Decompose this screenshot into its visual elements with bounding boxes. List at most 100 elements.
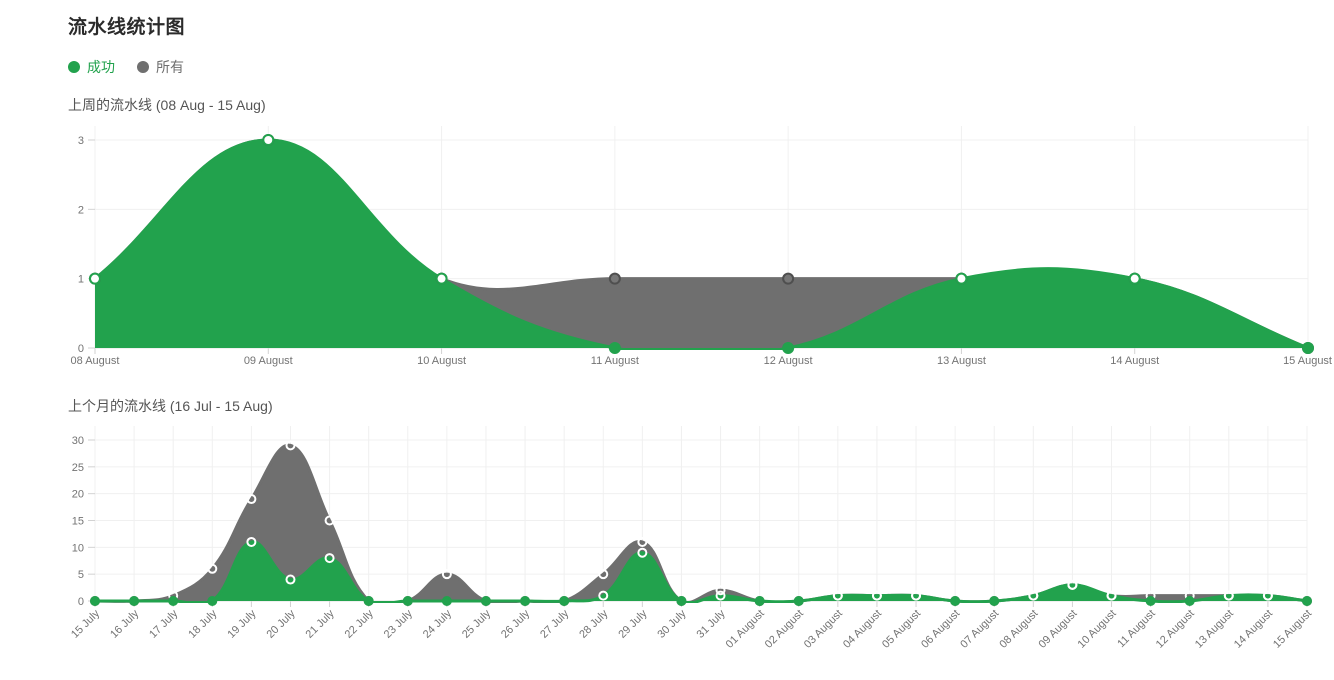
x-axis-tick-label: 29 July bbox=[616, 607, 649, 640]
x-axis-tick-label: 09 August bbox=[1036, 608, 1079, 651]
x-axis-tick-label: 07 August bbox=[958, 608, 1001, 651]
成功-data-point[interactable] bbox=[441, 596, 452, 606]
成功-data-point[interactable] bbox=[1184, 596, 1195, 606]
成功-data-point[interactable] bbox=[207, 596, 218, 606]
成功-data-point[interactable] bbox=[911, 590, 922, 601]
所有-area bbox=[95, 445, 1307, 603]
成功-data-point[interactable] bbox=[950, 596, 961, 606]
x-axis-tick-label: 05 August bbox=[880, 608, 923, 651]
成功-data-point[interactable] bbox=[1128, 272, 1141, 285]
x-axis-tick-label: 15 July bbox=[69, 607, 102, 640]
成功-data-point[interactable] bbox=[435, 272, 448, 285]
成功-data-point[interactable] bbox=[598, 590, 609, 601]
x-axis-tick-label: 12 August bbox=[764, 355, 813, 367]
所有-data-point[interactable] bbox=[207, 563, 218, 574]
所有-data-point[interactable] bbox=[285, 440, 296, 451]
x-axis-tick-label: 10 August bbox=[1076, 608, 1119, 651]
成功-line bbox=[94, 138, 1309, 350]
all-legend-dot-icon bbox=[137, 61, 149, 73]
x-axis-tick-label: 16 July bbox=[108, 607, 141, 640]
x-axis-tick-label: 27 July bbox=[538, 607, 571, 640]
y-axis-tick-label: 3 bbox=[78, 135, 84, 147]
成功-data-point[interactable] bbox=[782, 342, 795, 354]
成功-data-point[interactable] bbox=[832, 590, 843, 601]
y-axis-tick-label: 30 bbox=[72, 435, 84, 447]
x-axis-tick-label: 28 July bbox=[577, 607, 610, 640]
monthly-pipelines-chart[interactable]: 0 5 10 15 20 25 30 15 July 16 July 17 July 18 July… bbox=[0, 420, 1334, 680]
成功-data-point[interactable] bbox=[1223, 590, 1234, 601]
成功-data-point[interactable] bbox=[608, 342, 621, 354]
成功-data-point[interactable] bbox=[129, 596, 140, 606]
x-axis-tick-label: 21 July bbox=[304, 607, 337, 640]
x-axis-tick-label: 10 August bbox=[417, 355, 466, 367]
y-axis-tick-label: 20 bbox=[72, 489, 84, 501]
成功-data-point[interactable] bbox=[793, 596, 804, 606]
x-axis-tick-label: 20 July bbox=[264, 607, 297, 640]
x-axis-tick-label: 13 August bbox=[1193, 608, 1236, 651]
成功-data-point[interactable] bbox=[1145, 596, 1156, 606]
y-axis-tick-label: 15 bbox=[72, 516, 84, 528]
x-axis-tick-label: 13 August bbox=[937, 355, 986, 367]
x-axis-tick-label: 11 August bbox=[1115, 608, 1158, 651]
x-axis-tick-label: 23 July bbox=[382, 607, 415, 640]
x-axis-tick-label: 15 August bbox=[1271, 608, 1314, 651]
所有-data-point[interactable] bbox=[246, 494, 257, 505]
成功-data-point[interactable] bbox=[168, 596, 179, 606]
成功-data-point[interactable] bbox=[363, 596, 374, 606]
成功-data-point[interactable] bbox=[402, 596, 413, 606]
legend-item-success: 成功 bbox=[68, 57, 115, 77]
成功-data-point[interactable] bbox=[955, 272, 968, 285]
成功-data-point[interactable] bbox=[262, 134, 275, 146]
成功-data-point[interactable] bbox=[715, 590, 726, 601]
成功-data-point[interactable] bbox=[285, 574, 296, 585]
所有-data-point[interactable] bbox=[324, 515, 335, 526]
成功-data-point[interactable] bbox=[480, 596, 491, 606]
x-axis-tick-label: 03 August bbox=[802, 608, 845, 651]
weekly-pipelines-chart[interactable]: 0 1 2 3 08 August 09 August 10 August 11 August… bbox=[0, 120, 1334, 380]
成功-data-point[interactable] bbox=[520, 596, 531, 606]
monthly-chart-title: 上个月的流水线 (16 Jul - 15 Aug) bbox=[68, 398, 273, 414]
成功-data-point[interactable] bbox=[559, 596, 570, 606]
所有-data-point[interactable] bbox=[441, 569, 452, 580]
成功-data-point[interactable] bbox=[1262, 590, 1273, 601]
成功-data-point[interactable] bbox=[1302, 342, 1314, 354]
成功-data-point[interactable] bbox=[90, 596, 100, 606]
成功-data-point[interactable] bbox=[324, 553, 335, 564]
所有-data-point[interactable] bbox=[715, 585, 726, 596]
y-axis-tick-label: 25 bbox=[72, 462, 84, 474]
x-axis-tick-label: 19 July bbox=[225, 607, 258, 640]
x-axis-tick-label: 25 July bbox=[460, 607, 493, 640]
legend-label-success: 成功 bbox=[87, 59, 115, 75]
所有-data-point[interactable] bbox=[782, 272, 795, 285]
x-axis-tick-label: 22 July bbox=[343, 607, 376, 640]
x-axis-tick-label: 08 August bbox=[997, 608, 1040, 651]
x-axis-tick-label: 17 July bbox=[147, 607, 180, 640]
x-axis-tick-label: 26 July bbox=[499, 607, 532, 640]
page-title: 流水线统计图 bbox=[68, 17, 186, 38]
成功-data-point[interactable] bbox=[637, 547, 648, 558]
所有-data-point[interactable] bbox=[637, 536, 648, 547]
成功-data-point[interactable] bbox=[246, 536, 257, 547]
chart-legend: 成功 所有 bbox=[68, 57, 184, 77]
x-axis-tick-label: 11 August bbox=[591, 355, 639, 367]
x-axis-tick-label: 24 July bbox=[421, 607, 454, 640]
weekly-chart-title: 上周的流水线 (08 Aug - 15 Aug) bbox=[68, 97, 266, 113]
成功-data-point[interactable] bbox=[676, 596, 687, 606]
x-axis-tick-label: 09 August bbox=[244, 355, 293, 367]
成功-data-point[interactable] bbox=[1106, 590, 1117, 601]
x-axis-tick-label: 14 August bbox=[1232, 608, 1275, 651]
成功-data-point[interactable] bbox=[754, 596, 765, 606]
y-axis-tick-label: 2 bbox=[78, 204, 84, 216]
成功-data-point[interactable] bbox=[989, 596, 1000, 606]
成功-data-point[interactable] bbox=[1028, 590, 1039, 601]
legend-item-all: 所有 bbox=[137, 57, 184, 77]
所有-data-point[interactable] bbox=[598, 569, 609, 580]
成功-data-point[interactable] bbox=[871, 590, 882, 601]
所有-data-point[interactable] bbox=[608, 272, 621, 285]
success-legend-dot-icon bbox=[68, 61, 80, 73]
x-axis-tick-label: 12 August bbox=[1154, 608, 1197, 651]
成功-data-point[interactable] bbox=[1067, 579, 1078, 590]
成功-data-point[interactable] bbox=[1302, 596, 1312, 606]
成功-data-point[interactable] bbox=[89, 272, 101, 285]
